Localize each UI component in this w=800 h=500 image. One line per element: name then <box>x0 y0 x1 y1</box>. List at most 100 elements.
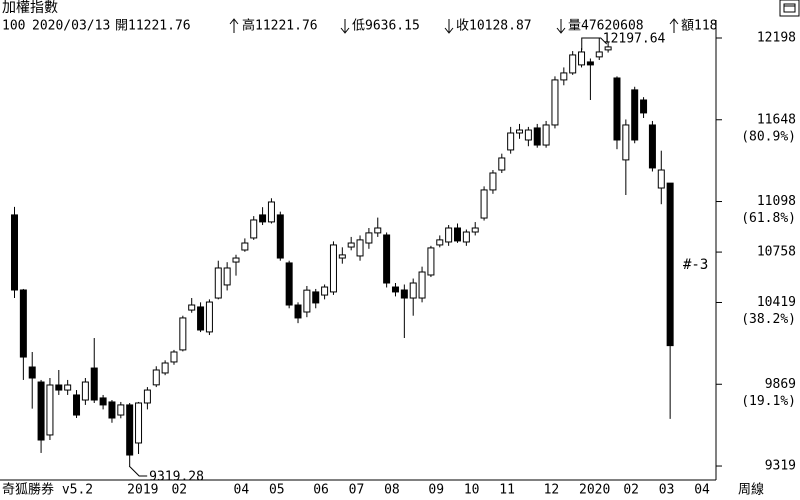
candle-body <box>250 219 258 239</box>
candle-body <box>383 234 391 284</box>
candle-body <box>462 231 470 243</box>
y-tick-label: 11648 <box>757 112 796 127</box>
candle-body <box>356 239 364 257</box>
chart-title: 加權指數 <box>2 0 58 16</box>
candle-body <box>28 366 36 379</box>
candle-body <box>232 257 240 263</box>
candle-body <box>19 289 27 358</box>
candle-body <box>37 381 45 441</box>
candle-body <box>170 351 178 363</box>
info-open: 開11221.76 <box>115 19 191 34</box>
candle-body <box>533 127 541 146</box>
candle-body <box>197 306 205 331</box>
x-tick-label: 03 <box>659 483 675 498</box>
candle-body <box>152 369 160 386</box>
arrow-down <box>444 19 454 34</box>
arrow-down <box>340 19 350 34</box>
candle-body <box>569 54 577 74</box>
x-tick-label: 06 <box>313 483 329 498</box>
candle-body <box>11 214 18 291</box>
candle-body <box>454 227 461 242</box>
y-tick-label: 12198 <box>757 30 796 45</box>
candle-body <box>631 89 639 141</box>
x-tick-label: 2020 <box>579 483 610 498</box>
candle-body <box>524 129 532 141</box>
info-date: 2020/03/13 <box>32 19 110 34</box>
candle-body <box>551 79 559 126</box>
candle-body <box>516 129 524 134</box>
candle-body <box>259 214 267 223</box>
annotation: #-3 <box>683 257 708 273</box>
fib-label: (80.9%) <box>741 129 796 144</box>
info-close: 收10128.87 <box>456 19 532 34</box>
y-tick-label: 10419 <box>757 295 796 310</box>
x-tick-label: 08 <box>384 483 400 498</box>
candle-body <box>179 317 187 351</box>
candle-body <box>595 51 603 58</box>
candle-body <box>303 289 311 313</box>
candle-body <box>400 289 408 299</box>
arrow-up <box>229 18 239 33</box>
info-period: 100 <box>2 19 25 34</box>
candle-body <box>489 172 497 191</box>
y-tick-label: 11098 <box>757 194 796 209</box>
y-tick-label: 9319 <box>765 459 796 474</box>
y-tick-label: 9869 <box>765 377 796 392</box>
candle-body <box>161 362 169 374</box>
candle-body <box>294 304 302 319</box>
candle-body <box>46 384 54 436</box>
candle-body <box>73 394 81 416</box>
candle-body <box>205 301 213 333</box>
candle-body <box>666 182 674 347</box>
candle-body <box>365 232 373 244</box>
candle-body <box>622 124 630 161</box>
candle-body <box>578 51 586 66</box>
info-low: 低9636.15 <box>352 19 420 34</box>
info-clip <box>716 18 800 32</box>
candle-body <box>471 227 479 233</box>
high-label: 12197.64 <box>603 32 666 47</box>
candle-body <box>135 402 143 444</box>
candle-body <box>276 214 284 259</box>
candle-body <box>436 239 444 246</box>
x-tick-label: 07 <box>349 483 365 498</box>
candle-body <box>241 242 249 251</box>
candle-body <box>99 397 107 406</box>
x-tick-label: 02 <box>623 483 639 498</box>
x-tick-label: 10 <box>464 483 480 498</box>
info-high: 高11221.76 <box>242 18 318 34</box>
candle-body <box>143 389 151 404</box>
candle-body <box>321 286 329 296</box>
x-tick-label: 02 <box>171 483 187 498</box>
candle-body <box>586 61 594 66</box>
candle-body <box>374 227 382 234</box>
candle-body <box>90 367 98 401</box>
candle-body <box>613 77 621 141</box>
candle-body <box>55 384 63 391</box>
x-tick-label: 04 <box>234 483 250 498</box>
candle-body <box>604 46 612 51</box>
info-volume: 量47620608 <box>568 19 644 34</box>
candle-body <box>560 72 568 81</box>
low-leader <box>128 465 148 477</box>
candle-body <box>338 254 346 259</box>
candle-body <box>285 262 293 306</box>
candle-body <box>427 247 435 276</box>
window-button[interactable] <box>779 0 800 17</box>
x-tick-label: 2019 <box>127 483 158 498</box>
candle-body <box>267 201 275 223</box>
fib-label: (19.1%) <box>741 394 796 409</box>
candle-body <box>126 404 134 456</box>
candle-body <box>542 124 550 146</box>
candle-body <box>648 124 656 169</box>
fib-label: (38.2%) <box>741 312 796 327</box>
candle-body <box>347 242 355 248</box>
y-tick-label: 10758 <box>757 245 796 260</box>
candle-body <box>64 384 72 391</box>
candle-body <box>445 227 453 243</box>
candle-body <box>391 286 399 293</box>
candle-body <box>507 132 515 151</box>
candle-body <box>480 189 488 219</box>
